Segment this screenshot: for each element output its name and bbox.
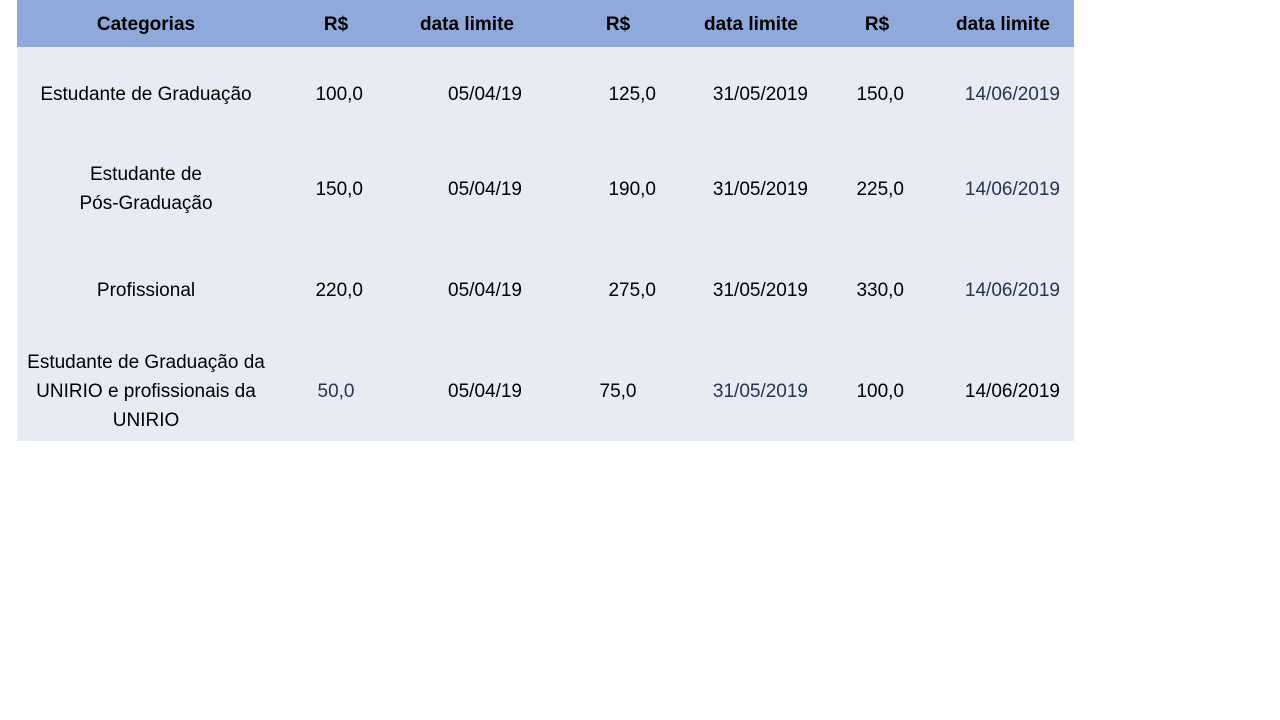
table-row: Estudante de Pós-Graduação 150,0 05/04/19 1… bbox=[17, 140, 1074, 238]
price-cell-2: 75,0 bbox=[599, 380, 637, 402]
deadline-cell-2: 31/05/2019 bbox=[712, 279, 808, 301]
table-row: Profissional 220,0 05/04/19 275,0 31/05/2019… bbox=[17, 238, 1074, 342]
price-cell-2: 190,0 bbox=[608, 178, 656, 200]
price-cell-1: 220,0 bbox=[315, 279, 363, 301]
table-header: Categorias R$ data limite R$ data limite… bbox=[17, 0, 1074, 47]
deadline-cell-2: 31/05/2019 bbox=[712, 380, 808, 402]
header-deadline-1: data limite bbox=[420, 14, 514, 35]
header-categorias: Categorias bbox=[96, 14, 196, 35]
table-row: Estudante de Graduação 100,0 05/04/19 125,0… bbox=[17, 48, 1074, 140]
deadline-cell-1: 05/04/19 bbox=[448, 380, 522, 402]
category-cell: Estudante de Graduação bbox=[40, 83, 252, 105]
deadline-cell-3: 14/06/2019 bbox=[964, 178, 1060, 200]
price-cell-2: 275,0 bbox=[608, 279, 656, 301]
price-cell-1: 50,0 bbox=[317, 380, 355, 402]
price-cell-2: 125,0 bbox=[608, 83, 656, 105]
deadline-cell-3: 14/06/2019 bbox=[964, 279, 1060, 301]
category-cell: Estudante de Graduação da UNIRIO e profi… bbox=[27, 351, 265, 431]
price-table: Categorias R$ data limite R$ data limite… bbox=[17, 0, 1074, 441]
header-price-3: R$ bbox=[864, 14, 890, 35]
price-cell-3: 100,0 bbox=[856, 380, 904, 402]
header-deadline-3: data limite bbox=[956, 14, 1050, 35]
price-cell-1: 100,0 bbox=[315, 83, 363, 105]
deadline-cell-2: 31/05/2019 bbox=[712, 83, 808, 105]
header-price-1: R$ bbox=[323, 14, 349, 35]
price-cell-3: 225,0 bbox=[856, 178, 904, 200]
header-price-2: R$ bbox=[605, 14, 631, 35]
price-cell-3: 150,0 bbox=[856, 83, 904, 105]
header-deadline-2: data limite bbox=[704, 14, 798, 35]
price-cell-1: 150,0 bbox=[315, 178, 363, 200]
price-cell-3: 330,0 bbox=[856, 279, 904, 301]
category-cell: Estudante de Pós-Graduação bbox=[79, 164, 213, 214]
deadline-cell-1: 05/04/19 bbox=[448, 83, 522, 105]
deadline-cell-3: 14/06/2019 bbox=[964, 380, 1060, 402]
deadline-cell-1: 05/04/19 bbox=[448, 279, 522, 301]
deadline-cell-1: 05/04/19 bbox=[448, 178, 522, 200]
table-row: Estudante de Graduação da UNIRIO e profi… bbox=[17, 342, 1074, 440]
category-cell: Profissional bbox=[96, 279, 196, 301]
deadline-cell-2: 31/05/2019 bbox=[712, 178, 808, 200]
deadline-cell-3: 14/06/2019 bbox=[964, 83, 1060, 105]
